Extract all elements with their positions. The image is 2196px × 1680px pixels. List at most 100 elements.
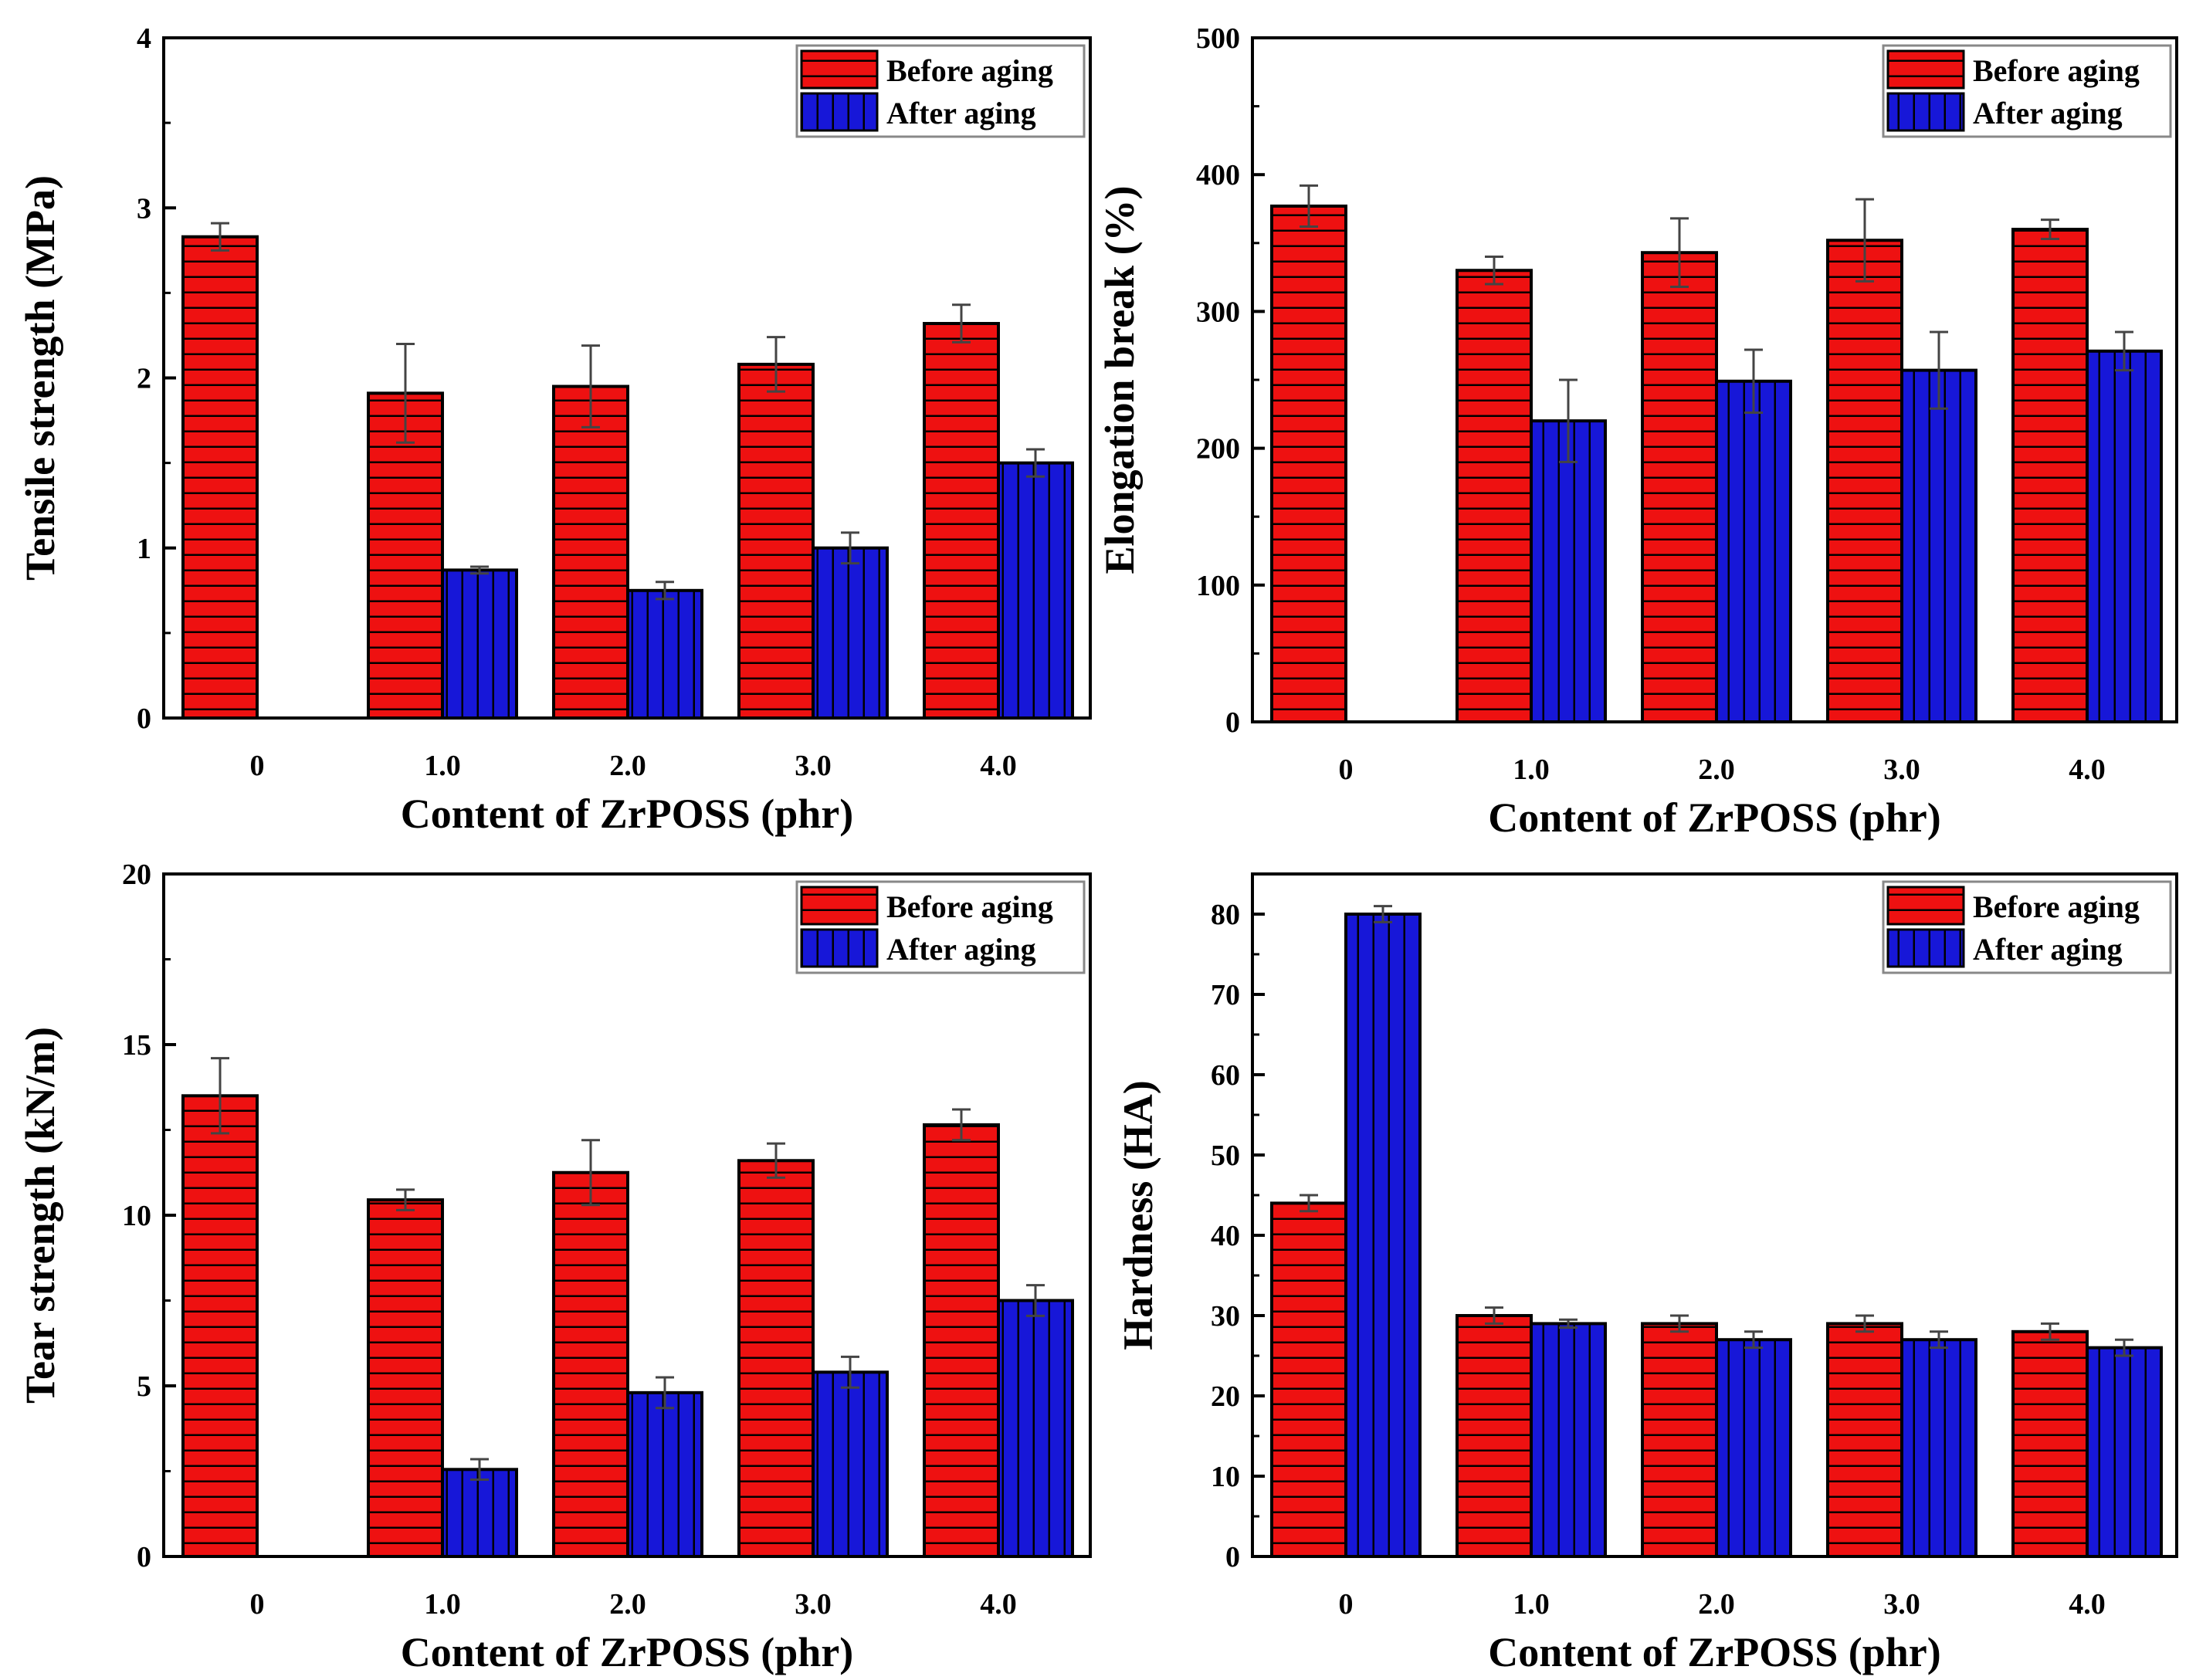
x-tick-label: 0: [250, 750, 265, 782]
bar-before-aging: [2011, 228, 2089, 723]
bar-after-aging: [1344, 913, 1422, 1558]
legend-swatch-before-aging: [800, 49, 879, 90]
legend: Before aging After aging: [795, 44, 1086, 138]
x-tick-label: 2.0: [1698, 1588, 1735, 1621]
bar-after-aging: [441, 568, 518, 720]
bar-after-aging: [1715, 379, 1792, 723]
legend-swatch-before-aging: [1886, 49, 1965, 90]
error-bar: [1855, 1314, 1874, 1333]
error-bar: [1300, 184, 1318, 229]
legend-label-after-aging: After aging: [1973, 932, 2123, 967]
y-tick-label: 30: [1211, 1300, 1240, 1333]
y-axis-title: Hardness (HA): [1115, 1080, 1161, 1350]
bar-before-aging: [737, 1159, 815, 1558]
y-tick-label: 300: [1196, 296, 1240, 328]
x-tick-label: 4.0: [2069, 754, 2106, 786]
error-bar: [2041, 1322, 2059, 1341]
bar-after-aging: [1900, 1338, 1977, 1558]
y-tick-label: 2: [137, 363, 151, 395]
legend: Before aging After aging: [1882, 44, 2172, 138]
y-tick-label: 60: [1211, 1059, 1240, 1092]
x-axis-title: Content of ZrPOSS (phr): [1488, 1629, 1941, 1675]
error-bar: [1026, 1284, 1045, 1317]
bar-before-aging: [1826, 239, 1903, 724]
bar-before-aging: [737, 362, 815, 720]
y-tick-label: 400: [1196, 159, 1240, 191]
legend-label-before-aging: Before aging: [886, 889, 1053, 924]
legend: Before aging After aging: [795, 880, 1086, 974]
legend-swatch-after-aging: [1886, 928, 1965, 968]
legend-swatch-after-aging: [800, 92, 879, 132]
y-tick-label: 10: [122, 1200, 151, 1232]
bar-before-aging: [552, 1170, 629, 1558]
bar-after-aging: [1900, 368, 1977, 723]
legend-label-after-aging: After aging: [886, 932, 1036, 967]
y-axis-title: Tear strength (kN/m): [17, 1027, 63, 1404]
error-bar: [396, 1188, 415, 1211]
x-tick-label: 1.0: [424, 1588, 461, 1621]
error-bar: [656, 581, 674, 601]
tensile-strength-chart: Tensile strength (MPa) Content of ZrPOSS…: [17, 22, 1092, 837]
bar-before-aging: [923, 1123, 1000, 1558]
error-bar: [1744, 348, 1763, 415]
y-tick-label: 0: [137, 1541, 151, 1573]
y-tick-label: 1: [137, 533, 151, 565]
bar-before-aging: [1641, 251, 1718, 724]
legend-label-after-aging: After aging: [1973, 96, 2123, 130]
legend-label-before-aging: Before aging: [886, 53, 1053, 88]
error-bar: [1485, 1306, 1503, 1325]
y-axis-title: Tensile strength (MPa): [17, 175, 63, 581]
legend-swatch-after-aging: [1886, 92, 1965, 132]
legend-label-before-aging: Before aging: [1973, 889, 2140, 924]
bar-before-aging: [367, 1198, 444, 1558]
x-tick-label: 4.0: [2069, 1588, 2106, 1621]
error-bar: [470, 565, 489, 575]
x-tick-label: 3.0: [1883, 1588, 1920, 1621]
y-tick-label: 50: [1211, 1140, 1240, 1172]
bar-after-aging: [1715, 1338, 1792, 1558]
error-bar: [1930, 330, 1948, 410]
error-bar: [767, 336, 785, 393]
y-tick-label: 5: [137, 1370, 151, 1403]
bar-before-aging: [1456, 1314, 1533, 1558]
error-bar: [1559, 1318, 1578, 1329]
y-tick-label: 70: [1211, 979, 1240, 1011]
error-bar: [1300, 1194, 1318, 1213]
error-bar: [952, 303, 971, 344]
x-tick-label: 4.0: [980, 750, 1017, 782]
x-tick-label: 3.0: [795, 750, 832, 782]
legend: Before aging After aging: [1882, 880, 2172, 974]
x-tick-label: 4.0: [980, 1588, 1017, 1621]
tear-strength-chart: Tear strength (kN/m) Content of ZrPOSS (…: [17, 859, 1092, 1675]
bar-before-aging: [181, 235, 259, 720]
error-bar: [1855, 198, 1874, 283]
y-tick-label: 0: [1225, 1541, 1240, 1573]
x-tick-label: 1.0: [1513, 1588, 1550, 1621]
error-bar: [1670, 1314, 1689, 1333]
error-bar: [1485, 256, 1503, 286]
y-axis-title: Elongation break (%): [1096, 185, 1143, 574]
x-tick-label: 1.0: [424, 750, 461, 782]
x-tick-label: 0: [1339, 754, 1354, 786]
bar-after-aging: [626, 588, 703, 720]
y-tick-label: 80: [1211, 899, 1240, 931]
bar-after-aging: [441, 1468, 518, 1559]
bar-after-aging: [1530, 419, 1607, 723]
error-bar: [396, 342, 415, 444]
legend-swatch-before-aging: [1886, 886, 1965, 926]
y-tick-label: 3: [137, 192, 151, 225]
x-tick-label: 2.0: [609, 1588, 646, 1621]
bar-before-aging: [1826, 1322, 1903, 1559]
y-tick-label: 40: [1211, 1220, 1240, 1252]
y-tick-label: 100: [1196, 570, 1240, 602]
error-bar: [581, 344, 600, 428]
error-bar: [656, 1376, 674, 1410]
bar-after-aging: [997, 1299, 1074, 1558]
bar-after-aging: [997, 461, 1074, 720]
elongation-break-chart: Elongation break (%) Content of ZrPOSS (…: [1096, 22, 2178, 841]
legend-label-before-aging: Before aging: [1973, 53, 2140, 88]
error-bar: [1930, 1330, 1948, 1350]
y-tick-label: 500: [1196, 22, 1240, 55]
error-bar: [841, 1355, 859, 1389]
